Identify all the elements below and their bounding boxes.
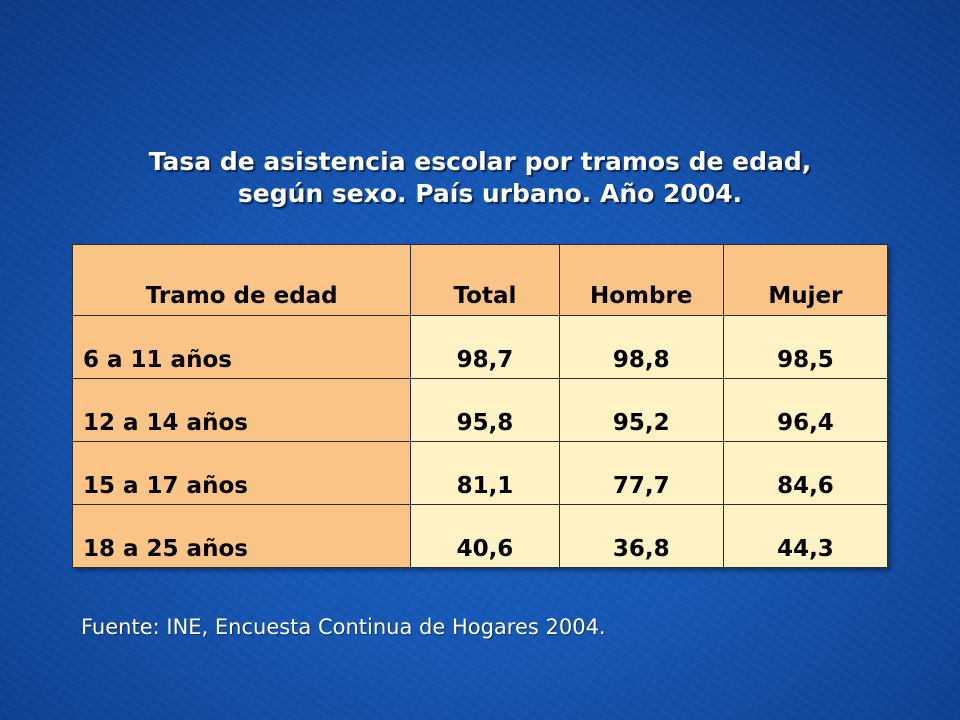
cell-female: 98,5 <box>722 315 889 379</box>
cell-total: 95,8 <box>410 378 560 442</box>
row-label: 15 a 17 años <box>71 441 412 505</box>
table-row: 12 a 14 años 95,8 95,2 96,4 <box>71 378 889 442</box>
title-line-1: Tasa de asistencia escolar por tramos de… <box>148 147 812 176</box>
cell-male: 36,8 <box>558 504 724 568</box>
header-female: Mujer <box>722 244 889 316</box>
cell-total: 40,6 <box>410 504 560 568</box>
cell-male: 95,2 <box>558 378 724 442</box>
header-male: Hombre <box>558 244 724 316</box>
cell-total: 98,7 <box>410 315 560 379</box>
cell-female: 96,4 <box>722 378 889 442</box>
row-label: 12 a 14 años <box>71 378 412 442</box>
title-line-2: según sexo. País urbano. Año 2004. <box>237 179 743 208</box>
table-header-row: Tramo de edad Total Hombre Mujer <box>71 244 889 316</box>
table-row: 18 a 25 años 40,6 36,8 44,3 <box>71 504 889 568</box>
cell-total: 81,1 <box>410 441 560 505</box>
cell-female: 44,3 <box>722 504 889 568</box>
source-note: Fuente: INE, Encuesta Continua de Hogare… <box>81 615 606 639</box>
cell-male: 77,7 <box>558 441 724 505</box>
cell-female: 84,6 <box>722 441 889 505</box>
attendance-table: Tramo de edad Total Hombre Mujer 6 a 11 … <box>71 244 889 568</box>
row-label: 18 a 25 años <box>71 504 412 568</box>
row-label: 6 a 11 años <box>71 315 412 379</box>
header-age-range: Tramo de edad <box>71 244 412 316</box>
cell-male: 98,8 <box>558 315 724 379</box>
slide-title: Tasa de asistencia escolar por tramos de… <box>90 146 870 210</box>
header-total: Total <box>410 244 560 316</box>
table-row: 6 a 11 años 98,7 98,8 98,5 <box>71 315 889 379</box>
table-row: 15 a 17 años 81,1 77,7 84,6 <box>71 441 889 505</box>
